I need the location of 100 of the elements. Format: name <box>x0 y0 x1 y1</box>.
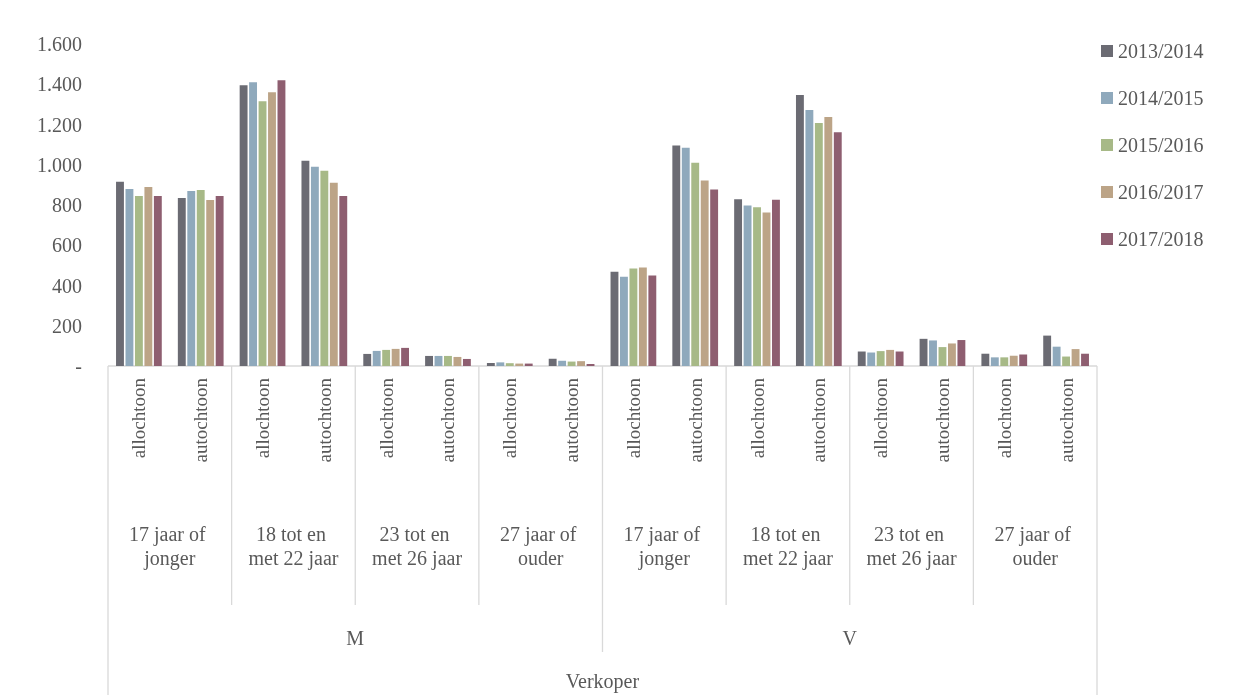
bar <box>577 361 585 366</box>
bar <box>805 110 814 366</box>
bar <box>239 85 248 366</box>
x-tick-label: allochtoon <box>128 377 150 459</box>
bar <box>753 207 761 366</box>
y-tick-label: 1.200 <box>37 113 82 136</box>
bar <box>734 199 743 366</box>
x-tick-label: allochtoon <box>499 377 521 459</box>
bar <box>453 356 462 366</box>
bar <box>425 355 433 366</box>
y-tick-label: 800 <box>52 194 82 216</box>
bar <box>710 189 719 366</box>
bar <box>125 188 134 366</box>
x-tick-label: allochtoon <box>870 377 892 459</box>
x-tick-label: autochtoon <box>313 377 335 463</box>
bar <box>206 199 215 366</box>
y-tick-label: - <box>75 355 82 377</box>
bar <box>895 351 904 366</box>
x-tick-label: allochtoon <box>622 377 644 459</box>
x-tick-label: autochtoon <box>190 377 212 463</box>
y-tick-label: 400 <box>52 274 82 297</box>
bar <box>1081 353 1089 366</box>
bar <box>867 352 876 366</box>
bar <box>929 340 937 366</box>
x-tick-label: autochtoon <box>684 377 706 463</box>
bar <box>1062 356 1071 366</box>
legend-label: 2015/2016 <box>1118 134 1204 156</box>
bar <box>320 170 329 366</box>
text: 17 jaar of jonger <box>128 523 211 570</box>
text: 23 tot en met 26 jaar <box>866 523 957 570</box>
bar <box>772 199 780 366</box>
bar <box>620 276 628 366</box>
bar <box>629 268 638 366</box>
x-tick-label: autochtoon <box>931 377 953 463</box>
legend-label: 2013/2014 <box>1118 40 1204 62</box>
bar <box>116 181 124 366</box>
bar <box>153 195 162 366</box>
bar <box>1000 357 1009 366</box>
y-tick-label: 1.600 <box>37 33 82 55</box>
bar <box>1071 349 1080 366</box>
text: 18 tot en met 22 jaar <box>248 523 339 570</box>
bar <box>833 132 842 366</box>
bar <box>268 92 276 366</box>
x-tick-label: autochtoon <box>808 377 830 463</box>
bar <box>215 195 224 366</box>
bar <box>681 147 690 366</box>
y-tick-label: 200 <box>52 314 82 337</box>
bar <box>947 343 956 366</box>
bar <box>496 362 505 366</box>
bar <box>981 353 990 366</box>
bar <box>391 348 400 366</box>
text: V <box>842 627 858 649</box>
bar <box>700 180 709 366</box>
x-tick-label: autochtoon <box>1055 377 1077 463</box>
legend-label: 2016/2017 <box>1118 181 1204 203</box>
bar <box>857 351 866 366</box>
bar <box>462 358 471 366</box>
bar <box>134 195 143 366</box>
x-tick-label: allochtoon <box>746 377 768 459</box>
bar <box>814 123 823 366</box>
bar <box>363 353 372 366</box>
text: Verkoper <box>565 670 640 693</box>
x-tick-label: autochtoon <box>437 377 459 463</box>
bar <box>187 190 196 366</box>
text: 23 tot en met 26 jaar <box>372 523 463 570</box>
bar <box>990 357 999 366</box>
x-tick-label: allochtoon <box>993 377 1015 459</box>
bar <box>567 361 576 366</box>
bar <box>876 351 885 366</box>
bar <box>444 355 452 366</box>
bar <box>310 166 319 366</box>
bar <box>505 363 514 366</box>
y-tick-label: 1.400 <box>37 73 82 96</box>
bar <box>486 362 495 366</box>
bar <box>1052 346 1061 366</box>
bar <box>1019 354 1028 366</box>
bar <box>1043 335 1052 366</box>
bar <box>401 347 410 366</box>
text: 17 jaar of jonger <box>623 523 706 570</box>
bar <box>144 186 153 366</box>
bar <box>638 267 647 366</box>
bar <box>196 189 205 366</box>
bar <box>1009 355 1018 366</box>
bar <box>672 145 681 366</box>
bar <box>691 162 700 366</box>
legend-label: 2017/2018 <box>1118 228 1204 250</box>
bar <box>177 197 186 366</box>
x-tick-label: allochtoon <box>375 377 397 459</box>
text: 27 jaar of ouder <box>994 523 1077 569</box>
bar <box>339 195 348 366</box>
bar <box>329 182 338 366</box>
text: M <box>346 627 365 649</box>
bar <box>548 358 557 366</box>
bar <box>372 350 381 366</box>
x-tick-label: autochtoon <box>561 377 583 463</box>
bar <box>249 82 258 366</box>
bar <box>824 117 833 366</box>
x-tick-label: allochtoon <box>252 377 274 459</box>
bar <box>558 360 567 366</box>
bar <box>301 160 310 366</box>
